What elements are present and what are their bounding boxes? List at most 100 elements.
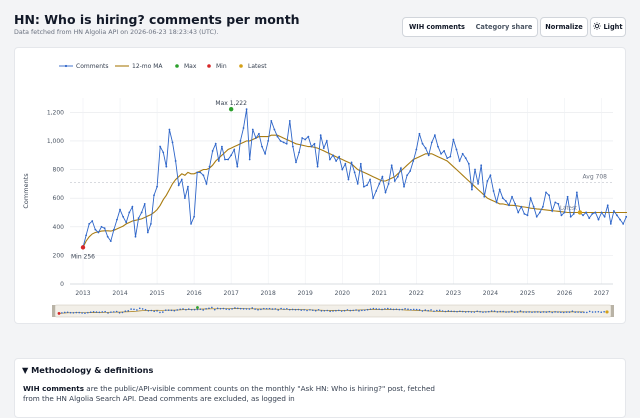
comments-point[interactable] xyxy=(554,201,557,204)
comments-point[interactable] xyxy=(492,190,495,192)
comments-point[interactable] xyxy=(461,152,464,155)
comments-point[interactable] xyxy=(236,165,239,168)
comments-point[interactable] xyxy=(566,195,569,198)
comments-point[interactable] xyxy=(180,178,183,181)
comments-point[interactable] xyxy=(535,215,538,218)
comments-point[interactable] xyxy=(128,211,131,214)
comments-point[interactable] xyxy=(187,185,189,188)
comments-point[interactable] xyxy=(474,168,476,171)
comments-point[interactable] xyxy=(109,240,112,242)
comments-point[interactable] xyxy=(585,211,588,214)
comments-point[interactable] xyxy=(526,214,529,217)
comments-point[interactable] xyxy=(205,182,208,185)
comments-point[interactable] xyxy=(467,162,470,165)
comments-point[interactable] xyxy=(140,211,143,214)
wih-comments-button[interactable]: WIH comments xyxy=(409,23,465,31)
comments-point[interactable] xyxy=(400,167,402,170)
comments-point[interactable] xyxy=(254,137,257,139)
comments-point[interactable] xyxy=(258,132,260,135)
comments-point[interactable] xyxy=(310,145,313,148)
comments-point[interactable] xyxy=(597,218,600,221)
comments-point[interactable] xyxy=(591,212,594,215)
comments-point[interactable] xyxy=(418,132,421,135)
comments-point[interactable] xyxy=(94,228,97,231)
comments-point[interactable] xyxy=(594,211,597,214)
comments-point[interactable] xyxy=(582,214,584,217)
comments-point[interactable] xyxy=(609,223,612,225)
comments-point[interactable] xyxy=(372,197,375,200)
comments-point[interactable] xyxy=(603,215,606,218)
comments-point[interactable] xyxy=(381,175,384,178)
comments-point[interactable] xyxy=(162,151,165,154)
comments-point[interactable] xyxy=(217,160,220,162)
comments-point[interactable] xyxy=(384,191,387,194)
comments-point[interactable] xyxy=(406,174,408,177)
comments-point[interactable] xyxy=(239,140,242,142)
comments-point[interactable] xyxy=(122,215,125,218)
comments-point[interactable] xyxy=(190,223,192,225)
min-marker[interactable] xyxy=(80,245,86,250)
comments-point[interactable] xyxy=(97,231,100,234)
comments-point[interactable] xyxy=(168,128,171,131)
comments-point[interactable] xyxy=(282,141,285,144)
comments-point[interactable] xyxy=(538,211,541,214)
comments-point[interactable] xyxy=(261,145,263,148)
comments-point[interactable] xyxy=(288,119,291,122)
comments-point[interactable] xyxy=(316,165,319,168)
comments-point[interactable] xyxy=(156,185,158,188)
comments-point[interactable] xyxy=(183,197,186,200)
comments-point[interactable] xyxy=(91,220,94,222)
comments-point[interactable] xyxy=(600,211,603,214)
comments-point[interactable] xyxy=(495,201,498,204)
comments-point[interactable] xyxy=(177,184,180,187)
comments-point[interactable] xyxy=(403,185,405,188)
comments-point[interactable] xyxy=(153,194,155,197)
comments-point[interactable] xyxy=(409,170,412,172)
comments-point[interactable] xyxy=(387,182,390,185)
comments-point[interactable] xyxy=(393,180,396,182)
comments-point[interactable] xyxy=(248,158,251,161)
comments-point[interactable] xyxy=(295,161,297,164)
comments-point[interactable] xyxy=(344,162,347,165)
comments-point[interactable] xyxy=(338,155,341,158)
comments-point[interactable] xyxy=(625,215,627,218)
comments-point[interactable] xyxy=(125,221,128,224)
comments-point[interactable] xyxy=(396,175,399,178)
comments-point[interactable] xyxy=(137,217,140,220)
comments-point[interactable] xyxy=(483,195,486,198)
comments-point[interactable] xyxy=(366,184,368,187)
comments-point[interactable] xyxy=(514,202,517,205)
comments-point[interactable] xyxy=(480,164,483,167)
comments-point[interactable] xyxy=(523,212,526,215)
comments-point[interactable] xyxy=(279,140,282,142)
comments-point[interactable] xyxy=(560,214,563,217)
range-slider-right-handle[interactable] xyxy=(611,305,614,317)
category-share-button[interactable]: Category share xyxy=(475,23,533,31)
comments-point[interactable] xyxy=(245,108,248,111)
comments-point[interactable] xyxy=(542,205,544,208)
comments-point[interactable] xyxy=(424,147,427,149)
comments-point[interactable] xyxy=(557,202,560,205)
comments-point[interactable] xyxy=(242,127,245,129)
comments-point[interactable] xyxy=(196,171,199,174)
comments-point[interactable] xyxy=(572,212,575,215)
comments-point[interactable] xyxy=(430,141,433,144)
comments-point[interactable] xyxy=(251,128,254,131)
range-slider-left-handle[interactable] xyxy=(52,305,55,317)
comments-point[interactable] xyxy=(551,210,554,212)
comments-point[interactable] xyxy=(230,154,233,157)
comments-point[interactable] xyxy=(325,140,328,142)
comments-point[interactable] xyxy=(285,142,288,145)
comments-point[interactable] xyxy=(520,205,523,208)
comments-point[interactable] xyxy=(273,128,276,131)
comments-point[interactable] xyxy=(350,161,353,164)
comments-point[interactable] xyxy=(116,218,118,221)
max-marker[interactable] xyxy=(228,106,234,112)
comments-point[interactable] xyxy=(498,188,501,191)
comments-point[interactable] xyxy=(517,211,520,214)
comments-point[interactable] xyxy=(347,178,350,181)
comments-point[interactable] xyxy=(433,134,436,137)
comments-point[interactable] xyxy=(511,195,513,198)
comments-point[interactable] xyxy=(616,214,618,217)
comments-point[interactable] xyxy=(298,151,300,154)
